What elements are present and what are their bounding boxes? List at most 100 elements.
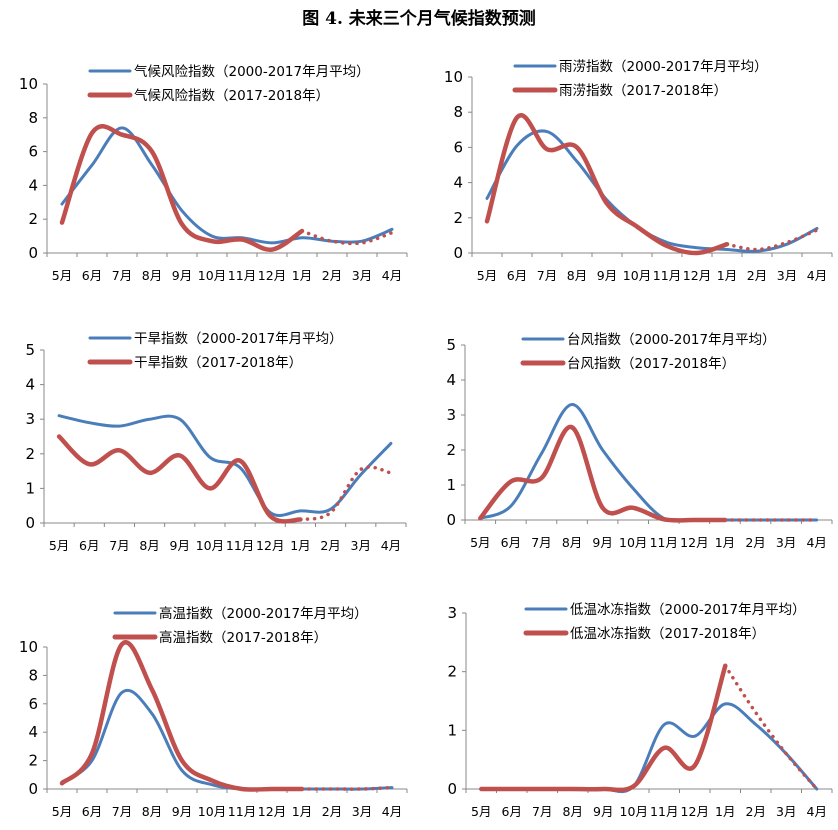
legend-label: 气候风险指数（2017-2018年） xyxy=(134,88,329,104)
x-tick-label: 5月 xyxy=(49,538,69,553)
legend-label: 高温指数（2017-2018年） xyxy=(159,629,327,646)
y-tick-label: 4 xyxy=(28,176,38,194)
legend-label: 干旱指数（2017-2018年） xyxy=(134,355,302,371)
y-tick-label: 4 xyxy=(453,174,463,192)
x-tick-label: 10月 xyxy=(198,804,226,819)
x-tick-label: 9月 xyxy=(170,538,190,553)
x-tick-label: 10月 xyxy=(619,535,647,550)
legend-label: 干旱指数（2000-2017年月平均） xyxy=(134,331,343,347)
figure-title: 图 4. 未来三个月气候指数预测 xyxy=(302,9,536,29)
x-tick-label: 9月 xyxy=(592,535,612,550)
x-tick-label: 2月 xyxy=(322,268,342,283)
y-tick-label: 3 xyxy=(25,410,35,428)
y-tick-label: 3 xyxy=(447,604,457,622)
y-tick-label: 2 xyxy=(28,210,38,228)
x-tick-label: 4月 xyxy=(807,804,827,819)
x-tick-label: 10月 xyxy=(620,804,648,819)
x-tick-label: 2月 xyxy=(320,538,340,553)
y-tick-label: 6 xyxy=(28,695,38,713)
y-tick-label: 5 xyxy=(446,336,456,354)
x-tick-label: 7月 xyxy=(531,535,551,550)
y-tick-label: 0 xyxy=(28,780,38,798)
y-tick-label: 8 xyxy=(453,103,463,121)
x-tick-label: 6月 xyxy=(82,804,102,819)
x-tick-label: 5月 xyxy=(471,804,491,819)
x-tick-label: 3月 xyxy=(777,268,797,283)
x-tick-label: 2月 xyxy=(747,268,767,283)
x-tick-label: 7月 xyxy=(532,804,552,819)
chart-2: 0 2 4 6 8 10 5月 6月 7月 8月 9月 10月 11月 12月 1月 2月 3月 4月 雨涝指数（2… xyxy=(444,59,833,283)
x-tick-label: 9月 xyxy=(593,804,613,819)
x-tick-label: 10月 xyxy=(198,268,226,283)
x-tick-label: 2月 xyxy=(322,804,342,819)
chart-4: 0 1 2 3 4 5 5月 6月 7月 8月 9月 10月 11月 12月 1月 2月 3月 4月 台风指数（20… xyxy=(446,332,833,550)
y-tick-label: 0 xyxy=(25,514,35,532)
x-tick-label: 3月 xyxy=(776,535,796,550)
x-tick-label: 11月 xyxy=(650,535,678,550)
x-tick-label: 1月 xyxy=(290,538,310,553)
series-line-actual xyxy=(479,663,728,793)
x-tick-label: 4月 xyxy=(382,804,402,819)
x-tick-label: 3月 xyxy=(351,538,371,553)
series-line-forecast xyxy=(300,229,394,246)
series-line-avg xyxy=(57,414,393,517)
x-tick-label: 11月 xyxy=(228,804,256,819)
x-tick-label: 6月 xyxy=(501,535,521,550)
x-tick-label: 12月 xyxy=(680,535,708,550)
x-tick-label: 9月 xyxy=(172,804,192,819)
series-line-forecast xyxy=(300,785,394,791)
series-line-avg xyxy=(485,129,819,253)
x-tick-label: 7月 xyxy=(109,538,129,553)
x-tick-label: 4月 xyxy=(381,538,401,553)
x-tick-label: 12月 xyxy=(256,538,284,553)
legend-label: 高温指数（2000-2017年月平均） xyxy=(159,605,368,622)
x-tick-label: 11月 xyxy=(650,804,678,819)
x-tick-label: 12月 xyxy=(258,804,286,819)
series-line-forecast xyxy=(725,228,819,252)
y-tick-label: 8 xyxy=(28,666,38,684)
chart-5: 0 2 4 6 8 10 5月 6月 7月 8月 9月 10月 11月 12月 1月 2月 3月 4月 高温指数（2… xyxy=(19,605,408,819)
y-tick-label: 6 xyxy=(453,138,463,156)
x-tick-label: 4月 xyxy=(382,268,402,283)
x-tick-label: 11月 xyxy=(653,268,681,283)
y-tick-label: 1 xyxy=(446,476,456,494)
x-tick-label: 7月 xyxy=(112,268,132,283)
x-tick-label: 11月 xyxy=(226,538,254,553)
y-tick-label: 8 xyxy=(28,109,38,127)
y-tick-label: 10 xyxy=(19,638,38,656)
y-tick-label: 2 xyxy=(25,445,35,463)
series-line-forecast xyxy=(298,465,393,522)
legend-label: 低温冰冻指数（2000-2017年月平均） xyxy=(570,602,806,618)
y-tick-label: 6 xyxy=(28,143,38,161)
legend-label: 低温冰冻指数（2017-2018年） xyxy=(570,626,765,642)
series-line-actual xyxy=(59,640,305,792)
x-tick-label: 9月 xyxy=(172,268,192,283)
legend-label: 雨涝指数（2000-2017年月平均） xyxy=(559,59,768,75)
x-tick-label: 5月 xyxy=(477,268,497,283)
legend-label: 雨涝指数（2017-2018年） xyxy=(559,83,727,99)
x-tick-label: 8月 xyxy=(142,804,162,819)
x-tick-label: 1月 xyxy=(292,268,312,283)
legend-label: 气候风险指数（2000-2017年月平均） xyxy=(134,64,370,80)
x-tick-label: 8月 xyxy=(567,268,587,283)
series-line-avg xyxy=(479,702,819,794)
x-tick-label: 12月 xyxy=(681,804,709,819)
x-tick-label: 10月 xyxy=(196,538,224,553)
x-tick-label: 4月 xyxy=(807,268,827,283)
x-tick-label: 11月 xyxy=(228,268,256,283)
x-tick-label: 2月 xyxy=(746,804,766,819)
x-tick-label: 3月 xyxy=(776,804,796,819)
y-tick-label: 0 xyxy=(446,511,456,529)
chart-6: 0 1 2 3 5月 6月 7月 8月 9月 10月 11月 12月 1月 2月 3月 4月 低温冰冻指数（20… xyxy=(447,602,833,819)
x-tick-label: 8月 xyxy=(139,538,159,553)
x-tick-label: 9月 xyxy=(597,268,617,283)
series-line-actual xyxy=(56,434,303,524)
x-tick-label: 6月 xyxy=(79,538,99,553)
x-tick-label: 2月 xyxy=(745,535,765,550)
x-tick-label: 1月 xyxy=(715,804,735,819)
y-tick-label: 2 xyxy=(447,663,457,681)
x-tick-label: 8月 xyxy=(563,804,583,819)
x-tick-label: 5月 xyxy=(52,268,72,283)
y-tick-label: 10 xyxy=(444,68,463,86)
